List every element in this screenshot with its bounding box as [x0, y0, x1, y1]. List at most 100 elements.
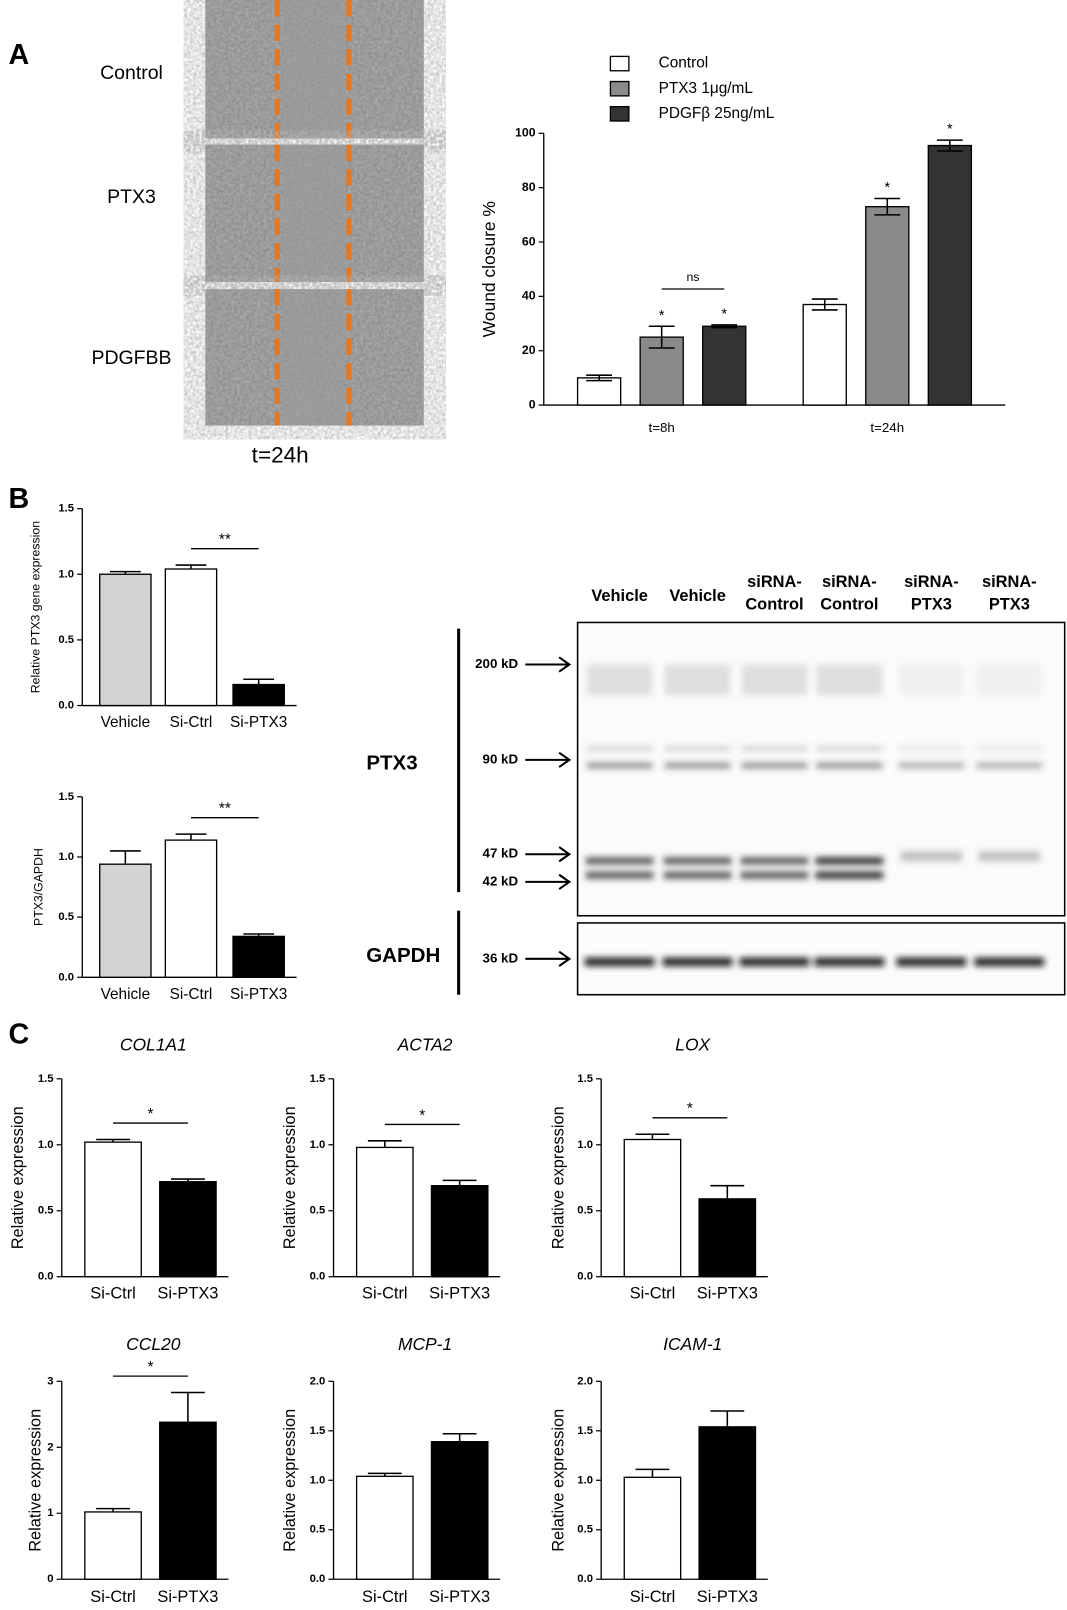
- y-tick-label: 1.0: [310, 1139, 326, 1151]
- marker-label: 47 kD: [483, 846, 519, 861]
- y-tick-label: 1.5: [577, 1073, 593, 1085]
- y-tick-label: 1.0: [58, 568, 74, 580]
- x-tick-label: Vehicle: [101, 986, 151, 1003]
- band: [741, 746, 808, 751]
- marker-arrow: [525, 873, 572, 890]
- y-axis-label: Relative expression: [281, 1409, 299, 1552]
- lane-label: PTX3: [911, 595, 952, 613]
- marker-label: 36 kD: [483, 950, 519, 965]
- significance-label: ns: [686, 270, 699, 284]
- band-smear: [976, 664, 1043, 696]
- x-tick-label: Si-Ctrl: [630, 1588, 676, 1606]
- bar: [802, 303, 847, 406]
- band: [900, 851, 963, 862]
- chart-title: CCL20: [126, 1334, 181, 1354]
- y-axis-label: Relative expression: [549, 1106, 567, 1249]
- chart-title: ICAM-1: [663, 1334, 722, 1354]
- y-tick-label: 0.5: [577, 1524, 593, 1536]
- band: [974, 957, 1045, 966]
- significance-label: *: [721, 306, 727, 322]
- band: [586, 746, 653, 751]
- x-tick-label: Vehicle: [101, 714, 151, 731]
- marker-label: 200 kD: [475, 656, 518, 671]
- band: [896, 957, 967, 966]
- wound-gap: [282, 144, 344, 283]
- marker-arrow: [525, 950, 572, 967]
- y-tick-label: 0.0: [38, 1271, 54, 1283]
- error-bar: [367, 1140, 402, 1148]
- y-tick-label: 0.0: [58, 971, 74, 983]
- marker-arrow: [525, 846, 572, 863]
- y-tick-label: 0.5: [38, 1205, 54, 1217]
- y-tick-label: 0: [47, 1573, 53, 1585]
- error-bar: [109, 570, 141, 575]
- y-tick-label: 1.5: [38, 1073, 54, 1085]
- panel-label: B: [8, 483, 29, 515]
- x-tick-label: Si-PTX3: [429, 1588, 490, 1606]
- band-smear: [741, 664, 808, 696]
- y-tick-label: 0.5: [58, 911, 74, 923]
- lane-label: Vehicle: [669, 587, 726, 605]
- lane-label: siRNA-: [982, 573, 1037, 591]
- micrograph-label: Control: [100, 62, 163, 84]
- error-bar: [243, 678, 275, 685]
- bar: [159, 1181, 217, 1278]
- x-tick-label: Si-PTX3: [429, 1284, 490, 1302]
- blot-label: PTX3: [366, 751, 417, 774]
- y-tick-label: 1.5: [310, 1073, 326, 1085]
- bar: [702, 325, 747, 406]
- y-axis-label: PTX3/GAPDH: [31, 848, 45, 926]
- y-tick-label: 0.5: [577, 1205, 593, 1217]
- bar: [430, 1441, 489, 1580]
- chart-title: COL1A1: [120, 1035, 187, 1055]
- marker-label: 90 kD: [483, 751, 519, 766]
- bar: [865, 206, 910, 406]
- bar: [159, 1421, 217, 1580]
- significance-label: **: [219, 801, 231, 818]
- band: [741, 762, 808, 769]
- error-bar: [96, 1507, 130, 1512]
- x-tick-label: Si-Ctrl: [170, 714, 213, 731]
- lane-label: siRNA-: [747, 573, 802, 591]
- error-bar: [109, 850, 141, 865]
- band: [815, 857, 884, 865]
- lane-label: Vehicle: [591, 587, 647, 605]
- band-smear: [664, 664, 731, 696]
- error-bar: [635, 1468, 670, 1478]
- y-axis-label: Relative expression: [9, 1106, 27, 1249]
- band: [584, 957, 655, 966]
- panel-label: A: [8, 39, 29, 71]
- y-tick-label: 1.0: [310, 1474, 326, 1486]
- band: [976, 762, 1043, 769]
- error-bar: [586, 374, 613, 382]
- error-bar: [442, 1433, 477, 1442]
- bar: [164, 568, 218, 707]
- band: [978, 851, 1041, 862]
- bar: [576, 377, 622, 406]
- wound-gap: [282, 289, 344, 426]
- error-bar: [175, 564, 207, 570]
- y-tick-label: 100: [515, 126, 536, 140]
- bar: [99, 863, 152, 978]
- band: [664, 762, 731, 769]
- band: [816, 762, 883, 769]
- bar: [355, 1146, 414, 1278]
- bar: [232, 683, 285, 707]
- micrograph-label: PTX3: [107, 186, 156, 208]
- y-tick-label: 1.0: [38, 1139, 54, 1151]
- error-bar: [811, 298, 838, 311]
- bar: [164, 839, 218, 978]
- y-tick-label: 20: [522, 343, 536, 357]
- error-bar: [936, 139, 963, 152]
- error-bar: [367, 1472, 402, 1477]
- band: [739, 957, 810, 966]
- x-tick-label: t=8h: [649, 420, 675, 435]
- error-bar: [96, 1138, 130, 1143]
- y-axis-label: Wound closure %: [479, 201, 499, 337]
- bar: [698, 1198, 757, 1278]
- bar: [430, 1185, 489, 1278]
- y-tick-label: 0.0: [577, 1271, 593, 1283]
- band: [585, 871, 654, 879]
- y-axis-label: Relative expression: [549, 1409, 567, 1552]
